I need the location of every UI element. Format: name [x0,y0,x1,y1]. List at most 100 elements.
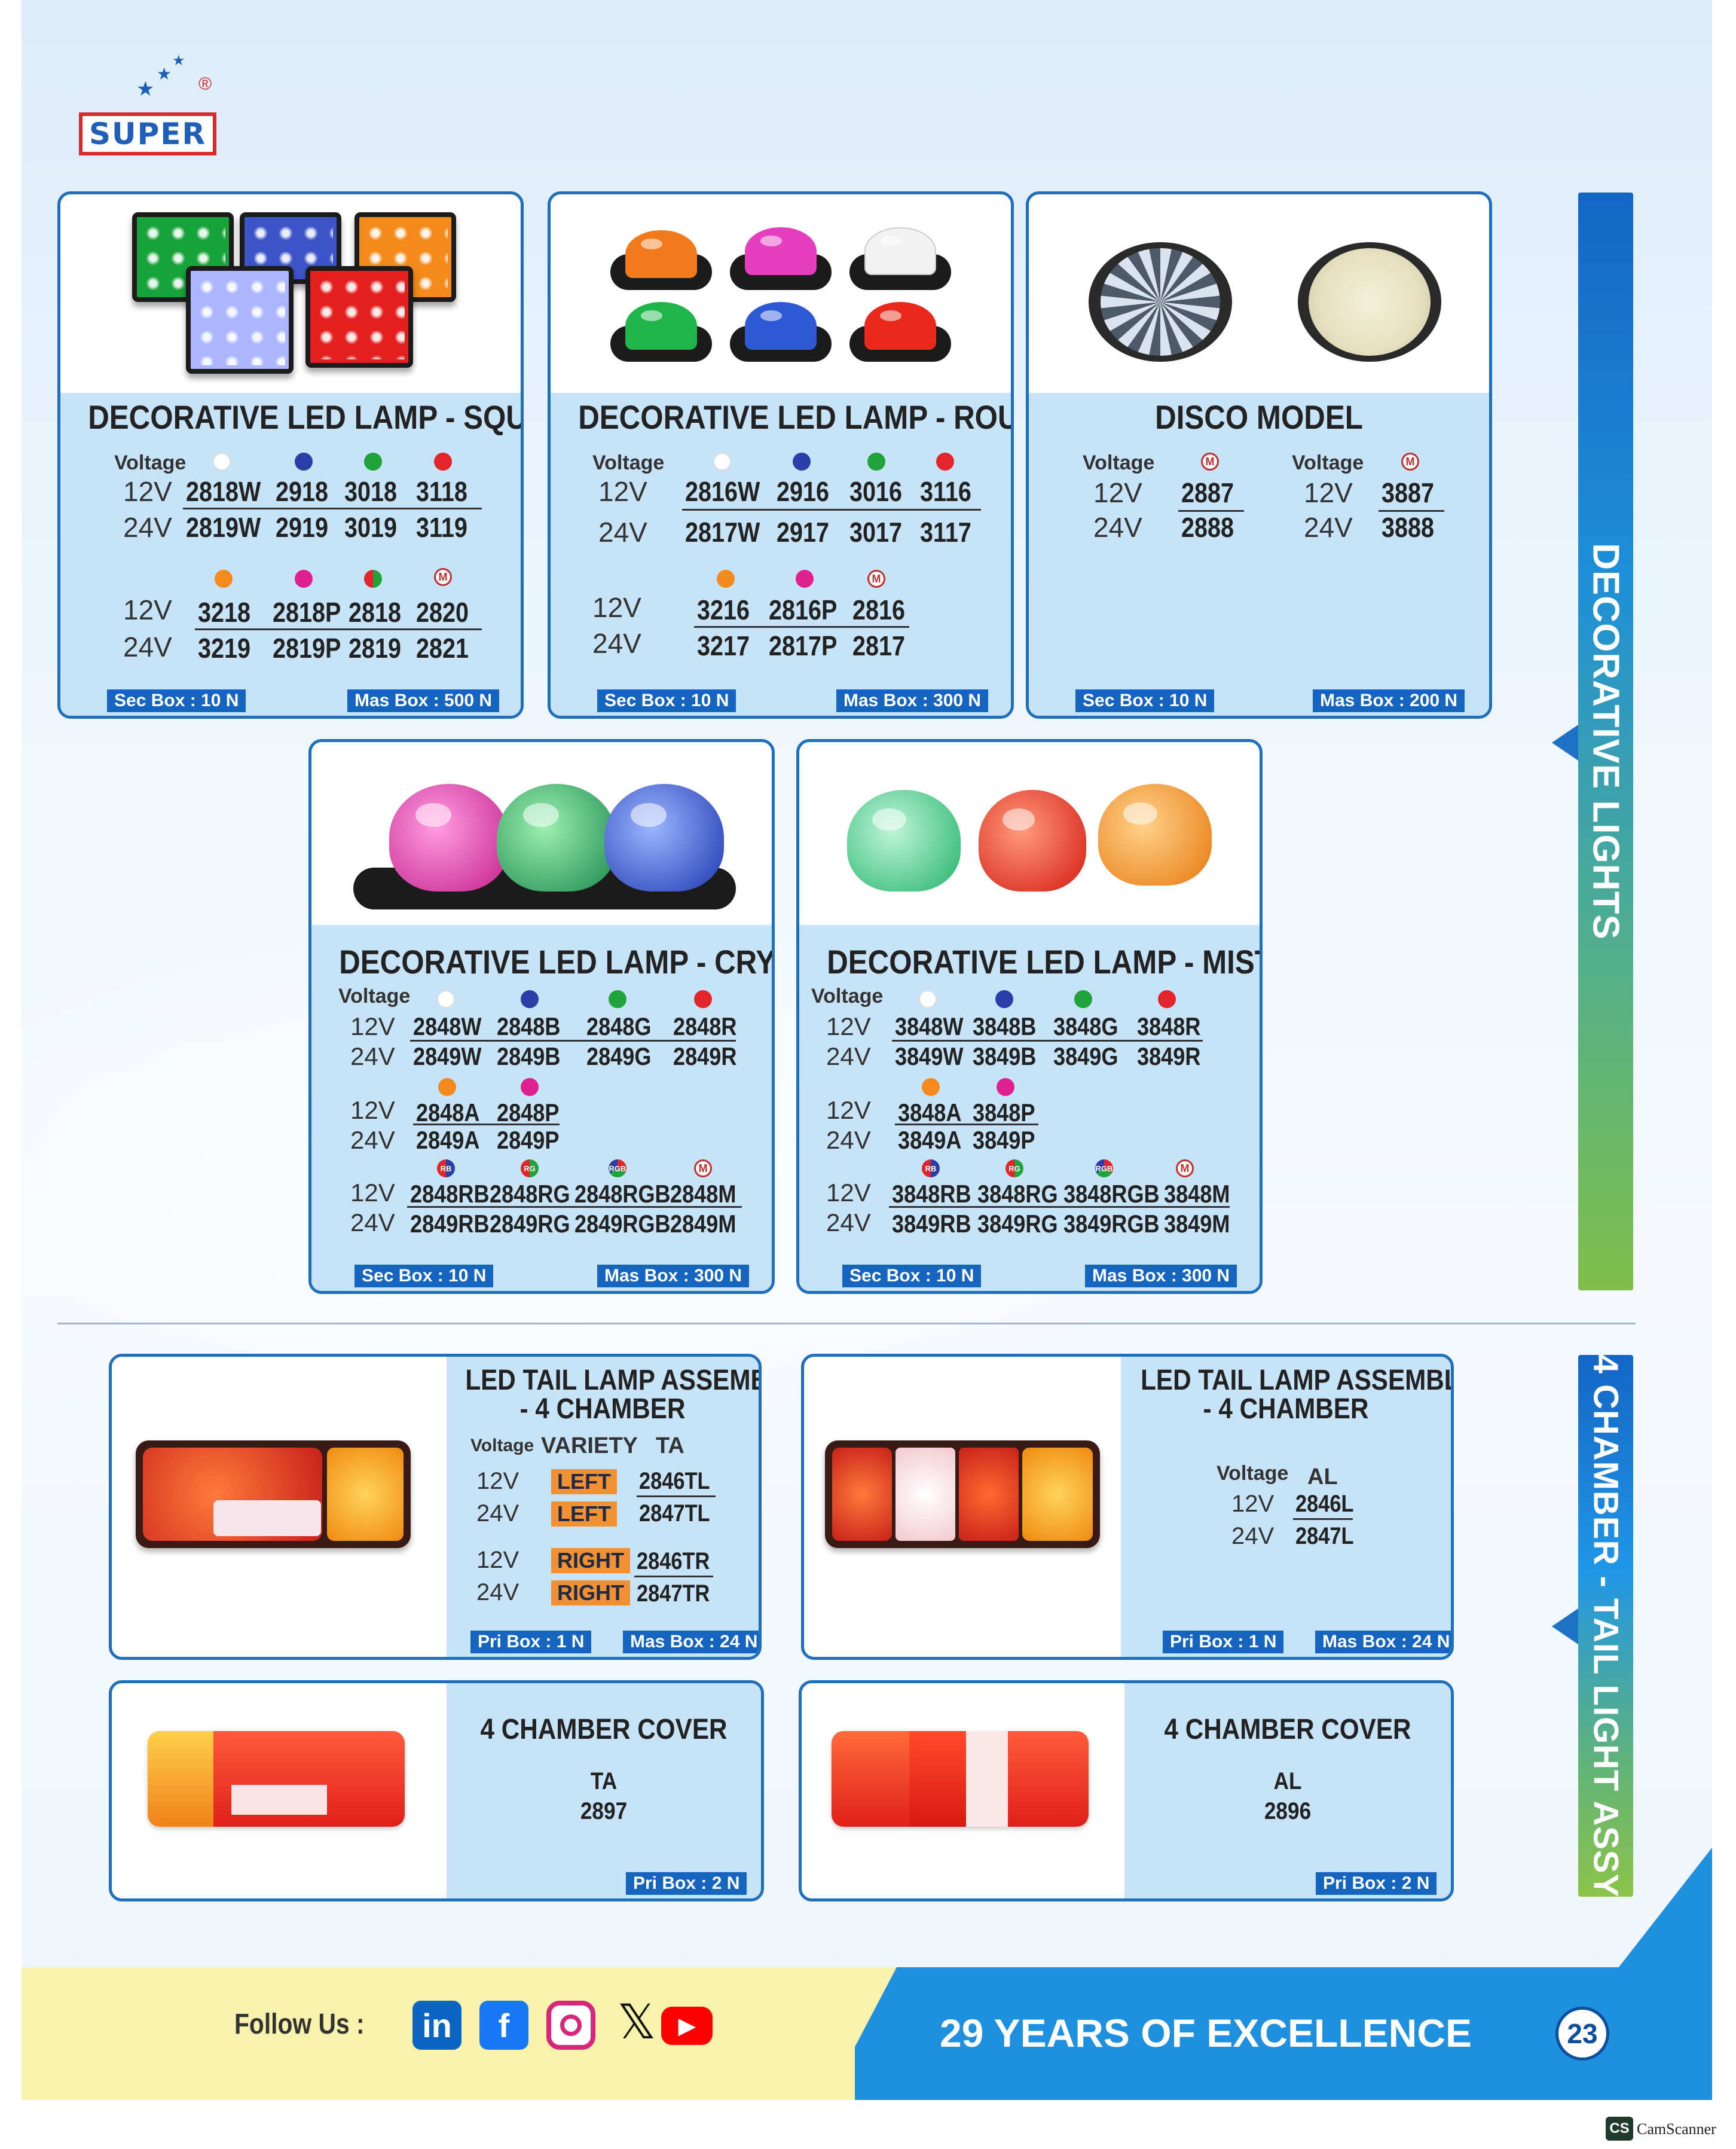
linkedin-icon[interactable]: in [412,2001,461,2050]
part-code: 2818 [349,597,402,628]
multicolor-icon: M [434,568,452,586]
amber-dot-icon [215,570,233,588]
part-code: 3887 [1382,477,1435,508]
part-code: 2848RB [410,1180,490,1208]
amber-dot-icon [717,570,735,588]
part-code: 2848W [413,1012,482,1040]
voltage-24v: 24V [350,1042,395,1070]
rgb-icon: RGB [609,1159,626,1177]
voltage-24v: 24V [598,517,647,548]
voltage-24v: 24V [1093,512,1142,543]
voltage-12v: 12V [598,476,647,507]
mas-box-tag: Mas Box : 300 N [597,1265,750,1287]
part-code: 2848RGB [574,1180,671,1208]
part-code: 3848R [1137,1012,1201,1040]
amber-dot-icon [922,1078,940,1096]
x-icon[interactable]: 𝕏 [617,1995,656,2049]
part-code: 2849R [673,1042,737,1070]
logo-text: SUPER [89,117,206,151]
al-label: AL [1307,1464,1338,1489]
part-code: 3217 [697,630,750,661]
part-code: 3017 [849,517,903,548]
card-disco: DISCO MODEL Voltage M 12V 24V 2887 2888 … [1026,191,1492,719]
part-code: 3216 [697,594,750,625]
green-dot-icon [609,990,626,1008]
variety-right-tag: RIGHT [551,1580,630,1605]
multicolor-icon: M [694,1159,712,1177]
mas-box-tag: Mas Box : 300 N [1085,1265,1237,1287]
part-code: 2916 [777,476,830,507]
multicolor-icon: M [1401,453,1419,471]
part-code: 3118 [416,476,467,507]
white-dot-icon [437,990,455,1008]
logo-box: SUPER [79,112,216,155]
part-code: 2849A [416,1126,480,1154]
card-subtitle: - 4 CHAMBER [1203,1393,1369,1425]
red-dot-icon [936,453,954,471]
voltage-12v: 12V [476,1547,519,1573]
white-dot-icon [713,453,731,471]
sec-box-tag: Sec Box : 10 N [597,689,736,712]
part-code: 3848M [1164,1180,1230,1208]
part-code: 2849G [586,1042,652,1070]
part-code: 3117 [920,517,971,548]
voltage-12v: 12V [1231,1491,1275,1517]
pri-box-tag: Pri Box : 2 N [626,1872,747,1895]
voltage-12v: 12V [826,1012,871,1040]
part-code: 2819 [349,633,402,664]
part-code: 3848RB [892,1180,971,1208]
divider [889,1206,1230,1208]
square-lamp-image [132,212,467,392]
divider [634,1576,713,1577]
part-code: 3116 [920,476,971,507]
side-bar-decorative: DECORATIVE LIGHTS [1578,193,1633,1290]
facebook-icon[interactable]: f [479,2001,528,2050]
sec-box-tag: Sec Box : 10 N [354,1265,494,1287]
green-dot-icon [1074,990,1092,1008]
part-code: 2897 [580,1798,628,1824]
side-bar-tail: 4 CHAMBER - TAIL LIGHT ASSY [1578,1354,1633,1897]
instagram-icon[interactable] [546,2001,595,2050]
mas-box-tag: Mas Box : 500 N [347,689,500,712]
pri-box-tag: Pri Box : 1 N [1163,1631,1284,1653]
card-info-panel [1124,1683,1451,1898]
red-green-icon: RG [1005,1159,1023,1177]
mist-lamp-image [847,778,1218,927]
part-code: 3119 [416,512,467,543]
voltage-24v: 24V [476,1579,519,1605]
part-code: 3888 [1382,512,1435,543]
section-divider [57,1323,1636,1324]
part-code: 3848W [895,1012,964,1040]
card-title: LED TAIL LAMP ASSEMBLY [1141,1365,1454,1396]
divider [682,509,981,511]
part-code: 3849G [1053,1042,1118,1070]
part-code: 2849B [497,1042,561,1070]
star-icon: ★ [136,78,155,100]
pink-dot-icon [997,1078,1014,1096]
voltage-12v: 12V [350,1012,395,1040]
part-code: 2819W [186,512,261,543]
divider [694,626,909,628]
youtube-icon[interactable]: ▶ [661,2007,713,2045]
part-code: 3848RGB [1063,1180,1160,1208]
mas-box-tag: Mas Box : 24 N [1315,1631,1451,1653]
card-info-panel [311,925,772,1291]
part-code: 3848A [898,1098,962,1127]
part-code: 3849RGB [1063,1210,1160,1238]
voltage-12v: 12V [350,1179,395,1207]
card-info-panel [60,393,521,716]
card-info-panel [447,1683,761,1898]
part-code: 2887 [1181,477,1234,508]
card-title: DECORATIVE LED LAMP - CRYSTAL [339,943,772,981]
part-code: 2847L [1295,1523,1354,1549]
part-code: 2847TR [637,1580,710,1607]
part-code: 2848G [586,1012,652,1040]
part-code: 3848B [973,1012,1037,1040]
voltage-label: Voltage [470,1436,534,1455]
voltage-12v: 12V [123,594,172,625]
variety-right-tag: RIGHT [551,1548,630,1573]
voltage-label: Voltage [338,985,411,1008]
watermark-text: CamScanner [1637,2120,1716,2138]
card-cover-al: 4 CHAMBER COVER AL 2896 Pri Box : 2 N [799,1680,1454,1901]
voltage-24v: 24V [826,1042,871,1070]
